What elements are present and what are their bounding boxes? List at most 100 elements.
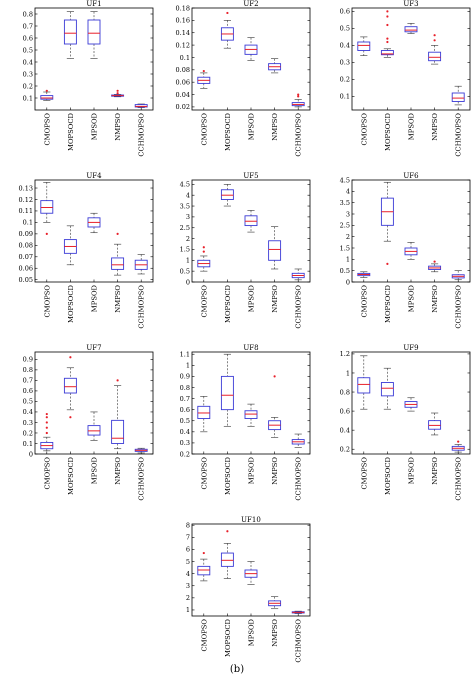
y-tick-label: 0.1 (340, 93, 350, 101)
panel-title: UF4 (86, 172, 102, 180)
y-tick-label: 0.11 (19, 207, 33, 215)
x-tick-label: MOPSOCD (384, 112, 392, 151)
y-tick-label: 0.04 (176, 91, 190, 99)
panel-uf2: UF2 0.02 0.04 0.06 0.08 0.1 0.12 0.14 0.16 0.18 CM… (176, 0, 311, 157)
x-tick-label: CMOPSO (200, 285, 208, 318)
outlier-point (433, 39, 436, 42)
y-tick-label: 0.5 (180, 417, 190, 425)
x-tick-label: CMOPSO (200, 457, 208, 490)
outlier-point (45, 89, 48, 92)
x-tick-label: NMPSO (114, 113, 122, 141)
x-tick-label: MOPSOCD (224, 456, 232, 495)
y-tick-label: 0.8 (23, 366, 33, 374)
panel-title: UF6 (403, 172, 419, 180)
x-tick-label: MPSOD (408, 284, 416, 312)
outlier-point (202, 250, 205, 253)
y-tick-label: 0.3 (23, 419, 33, 427)
y-tick-label: 0.8 (23, 10, 33, 18)
box-cmopso (357, 377, 371, 394)
panel-uf4: UF4 0.05 0.06 0.07 0.08 0.09 0.1 0.11 0.12 0.13 CM… (19, 172, 154, 329)
panel-uf1: UF1 0.1 0.2 0.3 0.4 0.5 0.6 0.7 0.8 CMOPSO MOPSOCD… (23, 0, 154, 157)
outlier-point (45, 412, 48, 416)
y-tick-label: 0.6 (23, 387, 33, 395)
y-tick-label: 0.5 (23, 46, 33, 54)
y-tick-label: 4 (346, 188, 350, 196)
y-tick-label: 2 (186, 594, 190, 602)
y-tick-label: 1 (346, 256, 350, 264)
outlier-point (116, 232, 119, 235)
x-tick-label: CCHMOPSO (295, 619, 303, 663)
x-tick-label: CCHMOPSO (138, 113, 146, 157)
x-tick-label: MOPSOCD (67, 456, 75, 495)
y-tick-label: 3.5 (340, 199, 350, 207)
y-tick-label: 0.05 (19, 276, 33, 284)
outlier-point (202, 69, 205, 73)
y-tick-label: 3 (186, 582, 190, 590)
y-tick-label: 0.1 (23, 440, 33, 448)
y-tick-label: 0.5 (340, 25, 350, 33)
y-tick-label: 0.13 (19, 184, 33, 192)
y-tick-label: 0.5 (23, 398, 33, 406)
box-mpsod (87, 19, 101, 45)
panel-uf8: UF8 0.2 0.3 0.4 0.5 0.6 0.7 0.8 0.9 1 1.1 CMOPSO MOP… (180, 344, 311, 501)
panel-uf3: UF3 0.1 0.2 0.3 0.4 0.5 0.6 CMOPSO MOPSOCD MPSOD N… (340, 0, 471, 157)
y-tick-label: 0.06 (176, 78, 190, 86)
y-tick-label: 0.6 (340, 8, 350, 16)
x-tick-label: MPSOD (91, 456, 99, 484)
x-tick-label: CMOPSO (43, 113, 51, 146)
y-tick-label: 0.18 (176, 4, 190, 12)
x-tick-label: CCHMOPSO (295, 457, 303, 501)
x-tick-label: MPSOD (408, 112, 416, 140)
x-tick-label: CMOPSO (43, 285, 51, 318)
y-tick-label: 1.5 (180, 246, 190, 254)
outlier-point (202, 246, 205, 249)
y-tick-label: 0.07 (19, 253, 33, 261)
y-tick-label: 4 (186, 191, 190, 199)
y-tick-label: 0 (29, 450, 33, 458)
box-mpsod (244, 410, 258, 419)
panel-uf10: UF10 1 2 3 4 5 6 7 8 CMOPSO MOPSOCD MPSOD NMPSO CCHMO… (186, 516, 311, 663)
y-tick-label: 0 (186, 278, 190, 286)
y-tick-label: 0.3 (340, 59, 350, 67)
box-mopsocd (220, 552, 234, 567)
outlier-point (433, 34, 436, 37)
panel-uf6: UF6 0 0.5 1 1.5 2 2.5 3 3.5 4 4.5 CMOPSO MOPSOCD MPSO… (340, 172, 471, 329)
x-tick-label: MPSOD (91, 112, 99, 140)
x-tick-label: CCHMOPSO (295, 113, 303, 157)
outlier-point (386, 10, 389, 13)
y-tick-label: 0.02 (176, 103, 190, 111)
outlier-point (386, 23, 389, 27)
y-tick-label: 0.9 (180, 373, 190, 381)
x-tick-label: MOPSOCD (224, 112, 232, 151)
y-tick-label: 0.9 (23, 356, 33, 364)
y-tick-label: 3 (346, 210, 350, 218)
plot-frame (191, 351, 311, 455)
y-tick-label: 0.1 (23, 94, 33, 102)
x-tick-label: MPSOD (91, 284, 99, 312)
x-tick-label: NMPSO (271, 457, 279, 485)
y-tick-label: 0.7 (23, 22, 33, 30)
box-nmpso (268, 240, 282, 261)
box-nmpso (111, 257, 125, 270)
y-tick-label: 0.14 (176, 29, 190, 37)
panel-title: UF10 (241, 516, 261, 524)
box-nmpso (428, 51, 442, 62)
box-mopsocd (380, 382, 394, 397)
x-tick-label: CMOPSO (43, 457, 51, 490)
outlier-point (45, 416, 48, 419)
y-tick-label: 0 (346, 278, 350, 286)
y-tick-label: 0.7 (23, 377, 33, 385)
outlier-point (45, 426, 48, 429)
y-tick-label: 3.5 (180, 202, 190, 210)
y-tick-label: 4.5 (340, 176, 350, 184)
y-tick-label: 0.1 (23, 219, 33, 227)
x-tick-label: CCHMOPSO (455, 113, 463, 157)
box-mopsocd (63, 19, 77, 45)
x-tick-label: MOPSOCD (67, 284, 75, 323)
y-tick-label: 0.6 (340, 407, 350, 415)
panel-title: UF1 (86, 0, 101, 8)
y-tick-label: 0.08 (19, 242, 33, 250)
panel-title: UF8 (243, 344, 258, 352)
plot-frame (351, 179, 471, 283)
